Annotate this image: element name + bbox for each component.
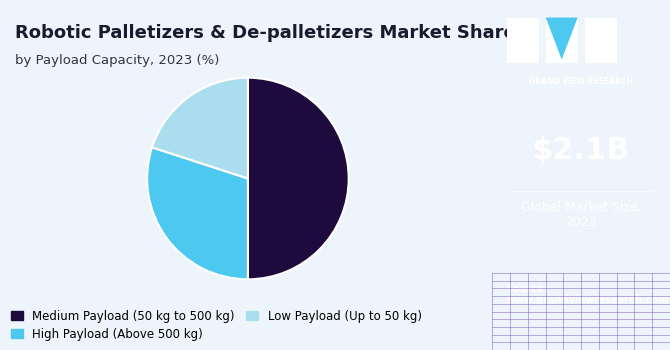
Legend: Medium Payload (50 kg to 500 kg), High Payload (Above 500 kg), Low Payload (Up t: Medium Payload (50 kg to 500 kg), High P… — [11, 310, 421, 341]
Text: $2.1B: $2.1B — [532, 136, 630, 165]
Wedge shape — [152, 78, 248, 178]
Text: GRAND VIEW RESEARCH: GRAND VIEW RESEARCH — [529, 77, 633, 86]
FancyBboxPatch shape — [545, 18, 578, 63]
Wedge shape — [147, 147, 248, 279]
FancyBboxPatch shape — [585, 18, 616, 63]
Text: by Payload Capacity, 2023 (%): by Payload Capacity, 2023 (%) — [15, 54, 219, 67]
FancyBboxPatch shape — [507, 18, 539, 63]
Text: Source:
www.grandviewresearch.com: Source: www.grandviewresearch.com — [507, 284, 669, 305]
Text: Robotic Palletizers & De-palletizers Market Share: Robotic Palletizers & De-palletizers Mar… — [15, 25, 515, 42]
Text: Global Market Size,
2023: Global Market Size, 2023 — [521, 201, 642, 229]
Polygon shape — [545, 18, 578, 60]
Wedge shape — [248, 78, 348, 279]
